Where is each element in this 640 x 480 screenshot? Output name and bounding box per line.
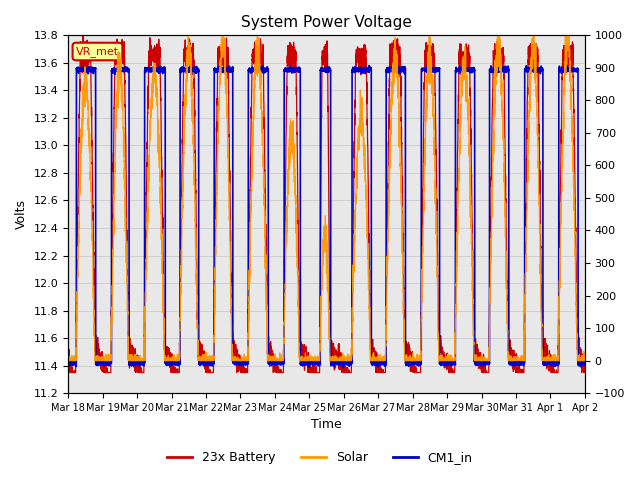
- Y-axis label: Volts: Volts: [15, 199, 28, 229]
- Text: VR_met: VR_met: [76, 46, 119, 57]
- Title: System Power Voltage: System Power Voltage: [241, 15, 412, 30]
- X-axis label: Time: Time: [311, 419, 342, 432]
- Legend: 23x Battery, Solar, CM1_in: 23x Battery, Solar, CM1_in: [163, 446, 477, 469]
